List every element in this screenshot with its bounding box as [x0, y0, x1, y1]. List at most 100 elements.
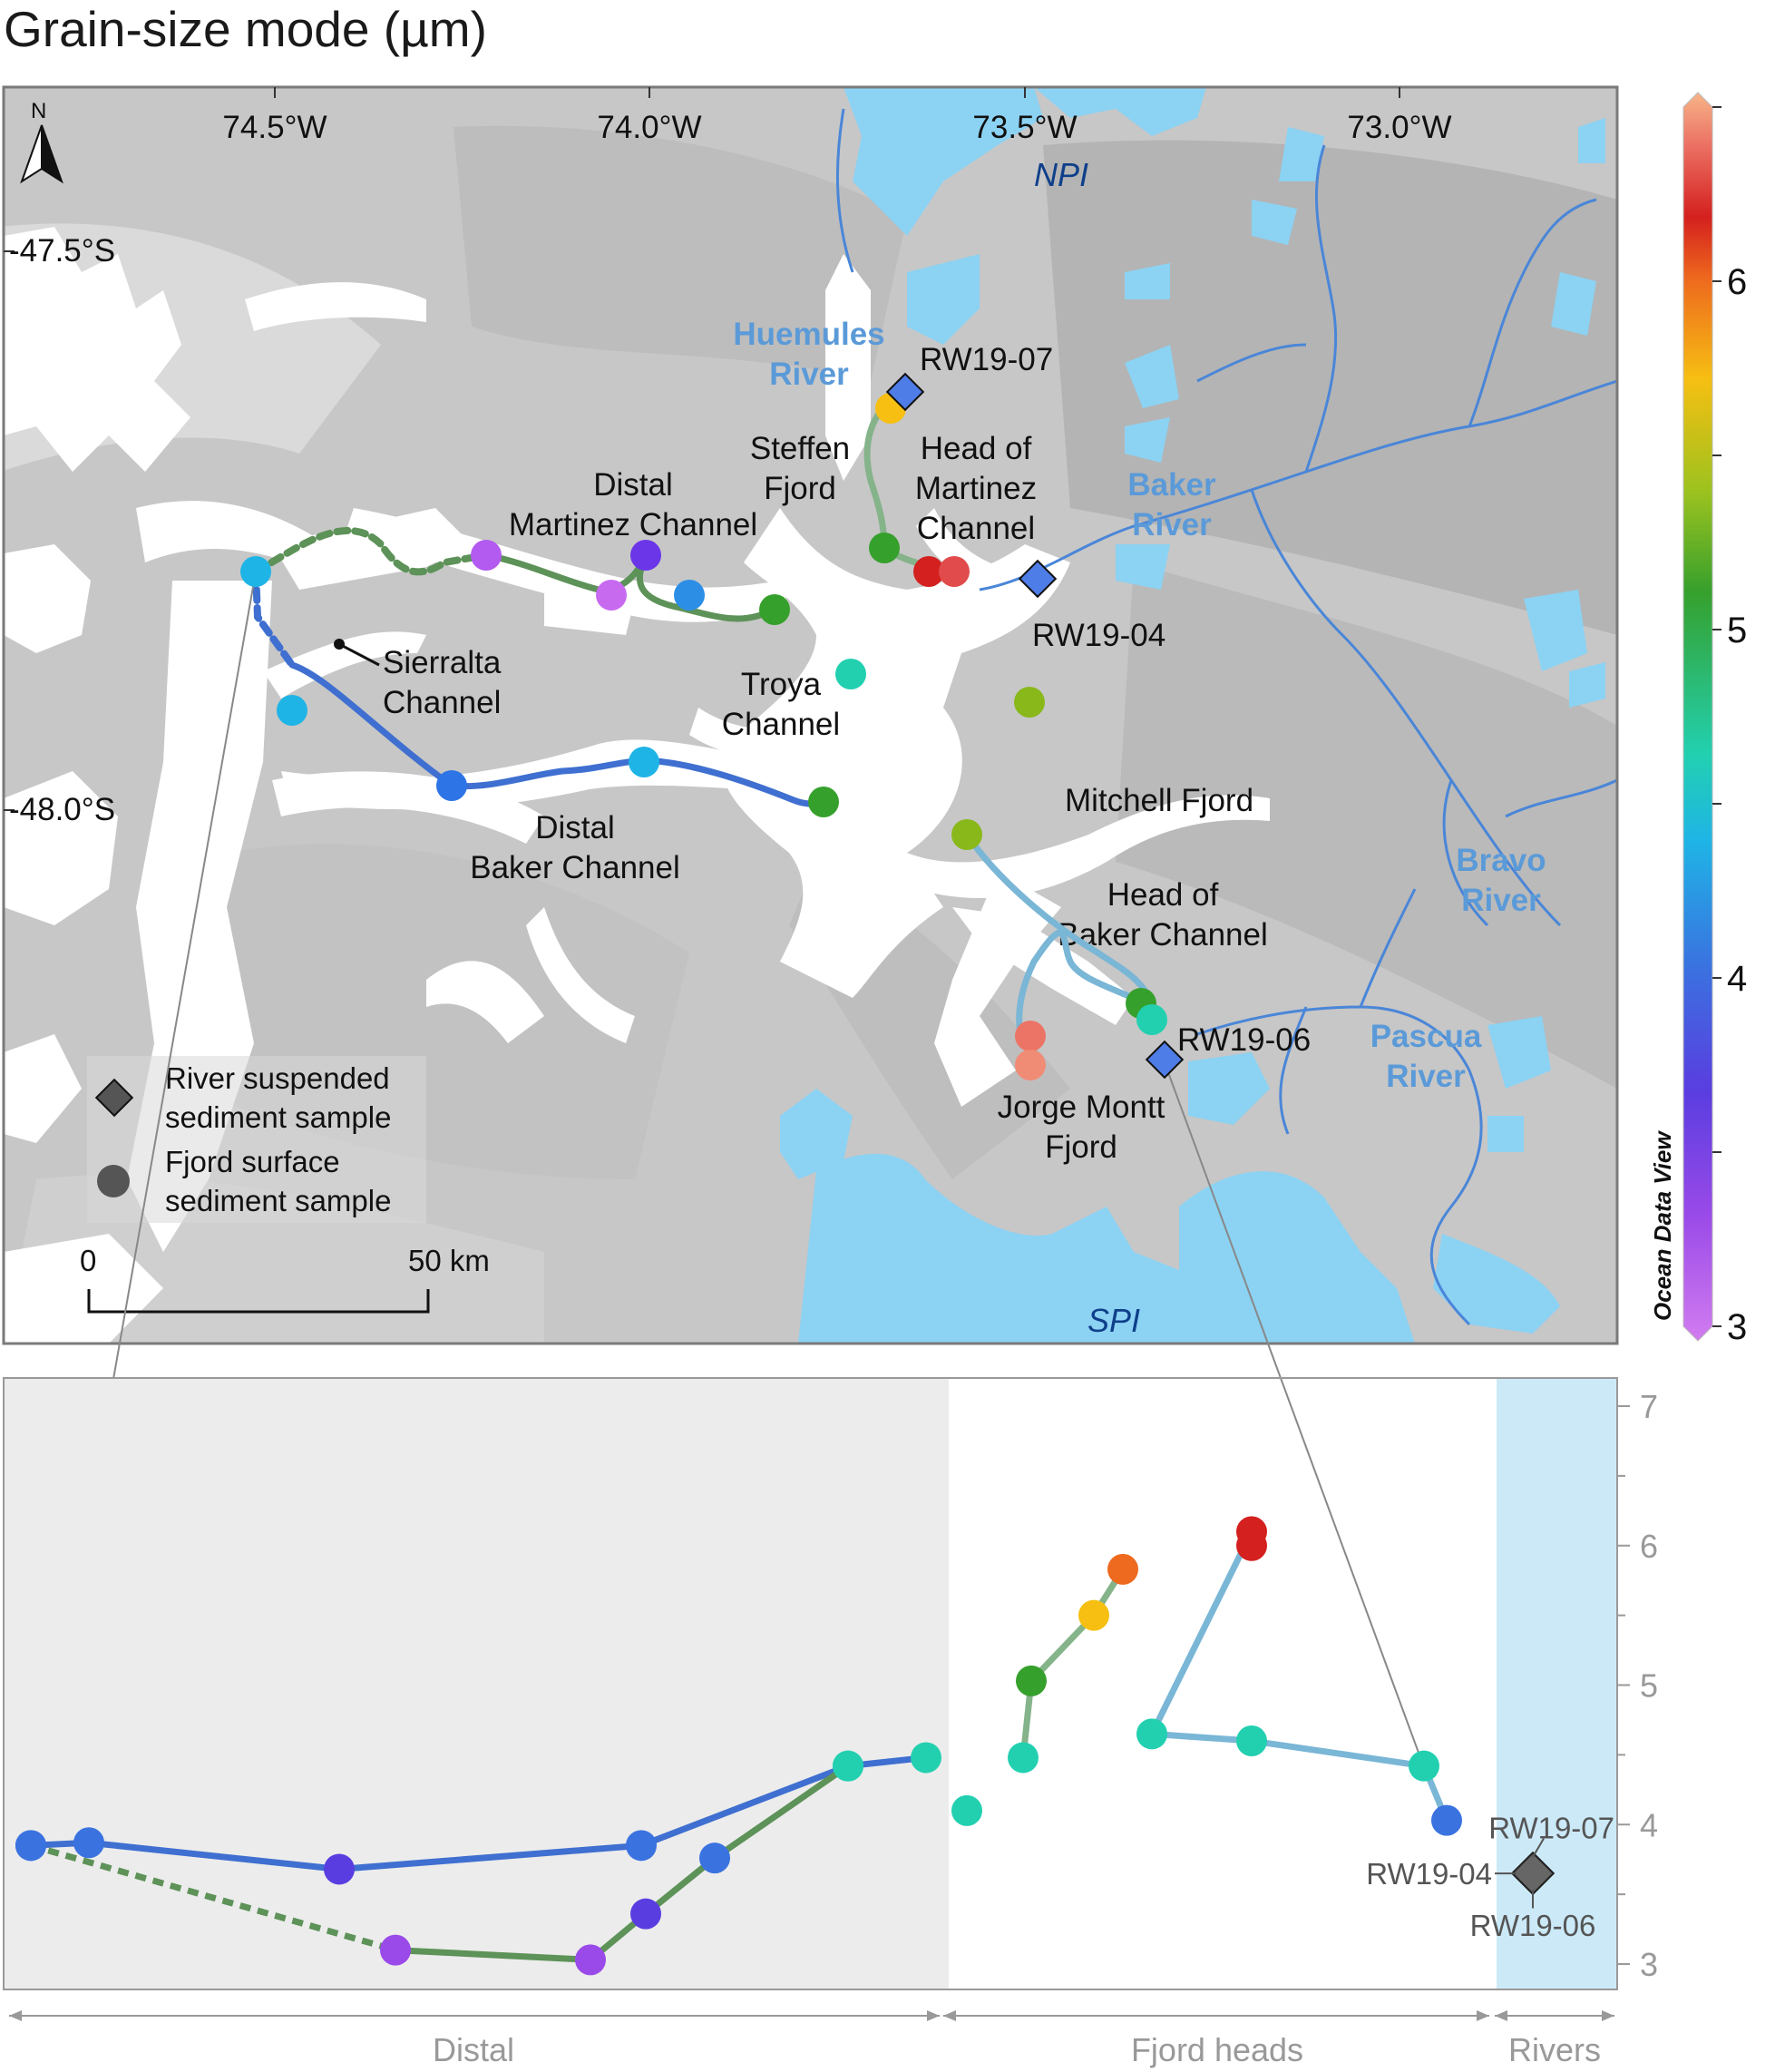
rivers-region — [1497, 1378, 1617, 1989]
river-label: Huemules — [733, 317, 884, 352]
group-axis-arrow-icon — [1495, 2010, 1507, 2021]
colorbar-tick-label: 4 — [1727, 959, 1747, 999]
chart-group-label: Fjord heads — [1131, 2031, 1303, 2068]
sample-label: RW19-04 — [1032, 618, 1165, 653]
chart-series-points — [15, 1516, 1462, 1976]
map-sample-point — [674, 580, 705, 611]
map-transects — [252, 397, 1160, 1038]
place-label: Fjord — [1045, 1129, 1117, 1165]
legend-circle-icon — [97, 1165, 130, 1197]
map-sample-point — [471, 540, 502, 571]
chart-data-point — [1236, 1516, 1267, 1548]
legend-diamond-icon — [94, 1078, 134, 1118]
map-sample-point — [951, 819, 982, 850]
chart-group-label: Distal — [433, 2031, 514, 2068]
map-sample-point — [596, 580, 627, 611]
ice-fields — [780, 87, 1605, 1344]
lat-tick-label: -47.5°S — [9, 233, 115, 269]
chart-panel: 3 4 5 6 7 RW19-07 RW19-04 RW19-06 Distal Fjord … — [3, 1377, 1658, 2068]
chart-y-tick-label: 5 — [1640, 1667, 1658, 1705]
map-sample-point — [913, 556, 944, 587]
group-axis-arrow-icon — [927, 2010, 940, 2021]
chart-data-point — [324, 1853, 355, 1885]
place-label: Channel — [917, 511, 1035, 546]
colorbar-ticks: 3 4 5 6 — [1712, 106, 1747, 1347]
lon-tick-label: 73.5°W — [972, 110, 1077, 145]
place-label: Sierralta — [383, 645, 502, 680]
map-sample-point — [759, 594, 790, 625]
chart-y-axis: 3 4 5 6 7 — [1616, 1388, 1658, 1983]
chart-data-point — [1136, 1718, 1167, 1750]
map-river-sample-diamond — [885, 372, 925, 412]
map-sample-point — [808, 787, 839, 817]
sample-label: RW19-07 — [920, 342, 1053, 377]
colorbar-tick-label: 3 — [1727, 1307, 1747, 1347]
chart-data-point — [626, 1830, 657, 1862]
chart-data-point — [630, 1898, 661, 1930]
map-sample-point — [630, 540, 661, 571]
scale-bar — [87, 1289, 430, 1314]
map-panel: N 74.5°W 74.0°W 73.5°W 73.0°W -47.5°S -48.0°S… — [2, 85, 1619, 1848]
colorbar-ramp — [1682, 92, 1713, 1342]
place-label: Mitchell Fjord — [1065, 783, 1253, 818]
place-label: Jorge Montt — [998, 1090, 1165, 1125]
chart-river-label: RW19-04 — [1366, 1857, 1492, 1891]
chart-data-point — [1409, 1750, 1439, 1782]
river-label: Baker — [1127, 467, 1216, 503]
map-labels: 74.5°W 74.0°W 73.5°W 73.0°W -47.5°S -48.0°S NP… — [9, 110, 1546, 1339]
place-label: Baker Channel — [470, 850, 680, 885]
place-label: Steffen — [750, 431, 850, 466]
sample-label: RW19-06 — [1177, 1022, 1311, 1058]
chart-group-label: Rivers — [1508, 2031, 1601, 2068]
place-label: Martinez Channel — [509, 507, 757, 542]
river-label: Pascua — [1370, 1019, 1482, 1054]
chart-data-point — [1236, 1725, 1267, 1756]
lon-tick-label: 73.0°W — [1347, 110, 1451, 145]
map-sample-point — [1136, 1004, 1167, 1035]
place-label: Martinez — [915, 471, 1037, 506]
lat-tick-label: -48.0°S — [9, 792, 115, 827]
north-label: N — [31, 99, 46, 123]
chart-data-point — [1078, 1599, 1109, 1631]
chart-data-point — [951, 1794, 982, 1826]
colorbar: 3 4 5 6 Ocean Data View — [1649, 92, 1747, 1347]
legend-diamond-line1: River suspended — [165, 1061, 390, 1095]
map-sample-point — [835, 659, 866, 689]
map-sample-point — [1015, 1021, 1046, 1051]
place-label: Head of — [921, 431, 1032, 466]
place-label: Channel — [722, 707, 840, 742]
place-label: Distal — [535, 810, 615, 845]
map-sample-points — [240, 372, 1185, 1080]
colorbar-tick-label: 5 — [1727, 611, 1747, 650]
chart-data-point — [73, 1827, 104, 1859]
chart-y-tick-label: 7 — [1640, 1388, 1658, 1425]
chart-y-tick-label: 3 — [1640, 1946, 1658, 1983]
river-network — [835, 108, 1617, 1326]
north-arrow-icon: N — [20, 99, 63, 184]
chart-river-label: RW19-06 — [1470, 1909, 1596, 1942]
map-sample-point — [1015, 1050, 1046, 1080]
lon-tick-label: 74.0°W — [597, 110, 701, 145]
group-axis-arrow-icon — [1602, 2010, 1614, 2021]
group-axis-arrow-icon — [943, 2010, 956, 2021]
scale-bar-end: 50 km — [408, 1244, 490, 1277]
legend-diamond-line2: sediment sample — [165, 1100, 391, 1134]
place-label: Distal — [593, 467, 673, 503]
scale-bar-start: 0 — [80, 1244, 96, 1277]
chart-river-samples: RW19-07 RW19-04 RW19-06 — [1366, 1811, 1614, 1942]
sierralta-pointer — [334, 639, 380, 667]
colorbar-tick-label: 6 — [1727, 262, 1747, 302]
colorbar-label: Ocean Data View — [1649, 1130, 1676, 1321]
place-label: Fjord — [764, 471, 836, 506]
chart-series-line-dashed — [30, 1842, 396, 1953]
ice-field-label: NPI — [1034, 156, 1088, 193]
river-label: Bravo — [1456, 843, 1546, 878]
map-sample-point — [869, 533, 900, 563]
chart-series-line — [1146, 1530, 1450, 1822]
graticule-ticks — [4, 87, 1400, 811]
chart-data-point — [15, 1830, 46, 1862]
map-sample-point — [436, 770, 467, 801]
chart-data-point — [575, 1944, 606, 1976]
chart-data-point — [1107, 1553, 1138, 1585]
